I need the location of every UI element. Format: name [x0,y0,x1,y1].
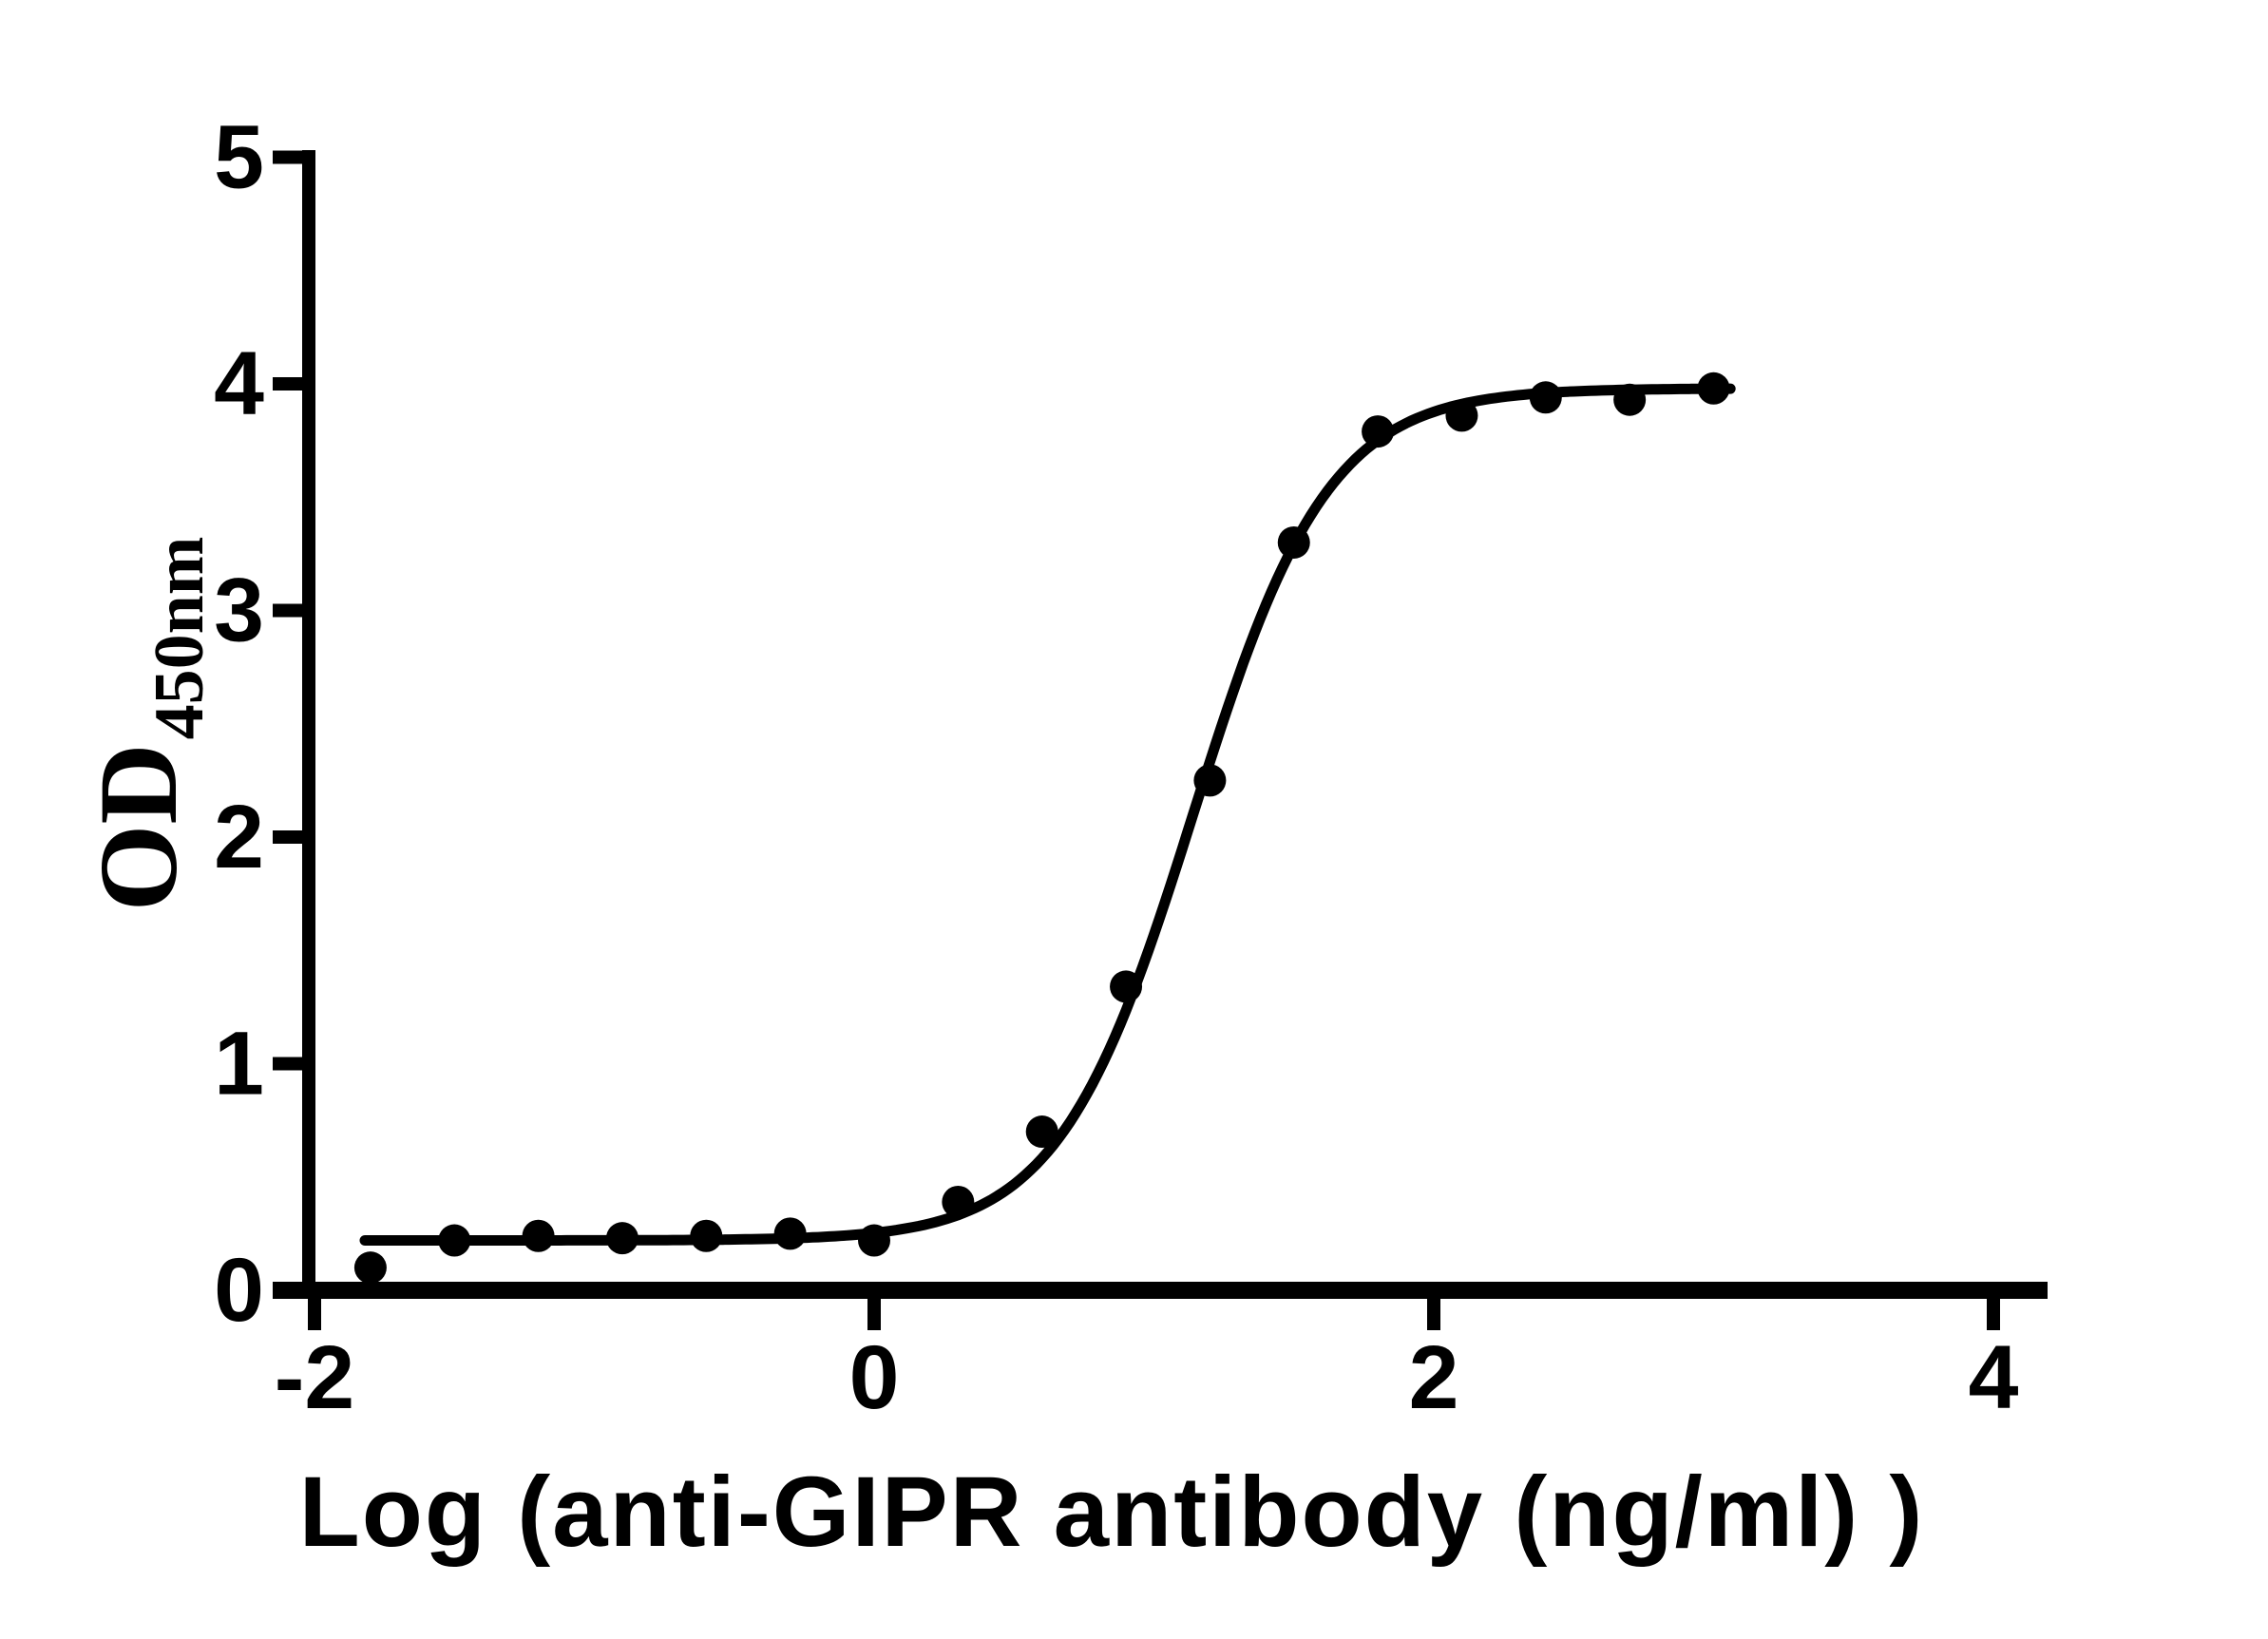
data-point [1445,399,1478,432]
data-point [690,1219,723,1252]
data-point [1277,525,1310,559]
data-point [1193,764,1227,797]
data-point [1110,970,1143,1003]
y-axis-title-main: OD [76,743,200,911]
y-axis-title: OD450nm [76,537,219,912]
fit-curve [359,383,1736,1246]
y-axis-title-subscript: 450nm [141,537,219,740]
data-point [773,1217,807,1250]
x-tick-label: 2 [1409,1327,1459,1428]
y-tick-label: 4 [214,334,264,434]
data-point [522,1219,555,1252]
x-tick-label: 0 [849,1327,900,1428]
y-tick-label: 3 [214,561,264,661]
data-point [858,1224,890,1257]
data-point [1613,383,1647,416]
y-tick-label: 2 [214,787,264,887]
data-point [438,1224,471,1257]
y-tick-label: 0 [214,1240,264,1341]
x-tick-label: -2 [275,1327,354,1428]
y-tick-label: 5 [214,107,264,208]
data-point [605,1222,638,1255]
data-point [1362,415,1395,448]
y-tick-label: 1 [214,1014,264,1115]
data-point [1697,372,1730,405]
data-point [1529,381,1562,414]
data-point [353,1251,387,1285]
x-tick-label: 4 [1969,1327,2019,1428]
data-point [1025,1115,1058,1149]
data-point [942,1185,975,1218]
x-axis-title: Log (anti-GIPR antibody (ng/ml) ) [299,1457,1925,1568]
